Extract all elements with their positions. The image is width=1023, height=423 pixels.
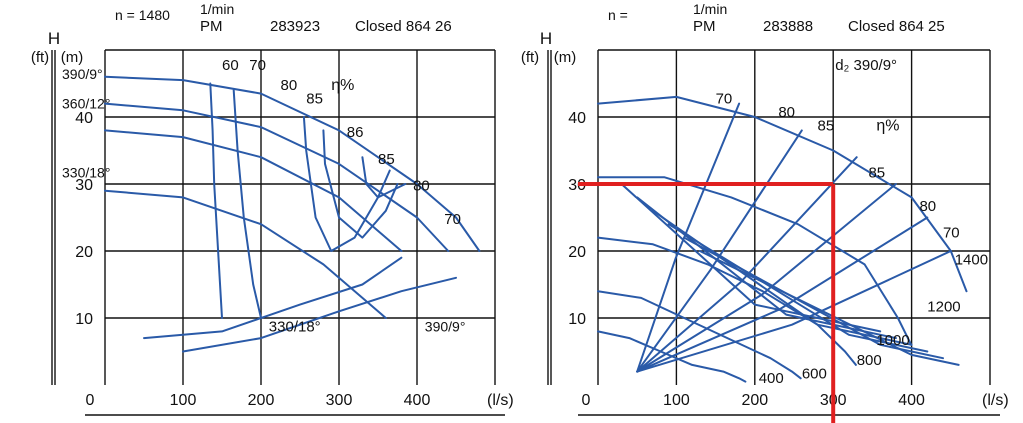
speed-label: n = — [608, 7, 628, 23]
efficiency-label: 80 — [778, 104, 795, 121]
efficiency-ray-3 — [636, 156, 858, 373]
speed-curve-4 — [597, 290, 802, 380]
efficiency-label: 85 — [868, 164, 885, 181]
x-tick-label: 400 — [898, 392, 925, 409]
speed-label: n = 1480 — [115, 7, 170, 23]
efficiency-label: 85 — [378, 151, 395, 168]
min-flow-curve-2 — [182, 276, 457, 353]
speed-label: 1000 — [876, 332, 909, 349]
impeller-label: 360/12° — [62, 95, 110, 111]
y-unit-m: (m) — [61, 49, 84, 66]
speed-curve-3 — [597, 236, 857, 366]
speed-line-5 — [683, 236, 944, 360]
curve-code-label: 283923 — [270, 18, 320, 35]
impeller-label: 390/9° — [425, 318, 466, 334]
efficiency-label: 70 — [943, 225, 960, 242]
efficiency-label: 70 — [249, 57, 266, 74]
x-tick-label: 100 — [170, 392, 197, 409]
speed-label: 400 — [759, 370, 784, 387]
unit-bottom-label: PM — [693, 18, 716, 35]
y-unit-ft: (ft) — [521, 49, 539, 66]
speed-line-6 — [698, 250, 960, 366]
speed-label: 1200 — [927, 298, 960, 315]
x-tick-label: 200 — [248, 392, 275, 409]
speed-curve-5 — [597, 330, 747, 383]
x-axis-label: (l/s) — [982, 392, 1009, 409]
efficiency-ray-6 — [636, 250, 952, 373]
x-tick-label: 400 — [404, 392, 431, 409]
unit-top-label: 1/min — [200, 1, 234, 17]
efficiency-label: 85 — [818, 117, 835, 134]
speed-curve-2 — [597, 176, 913, 346]
efficiency-curve-85 — [322, 129, 399, 239]
efficiency-unit-label: η% — [331, 77, 354, 94]
efficiency-label: 85 — [306, 91, 323, 108]
impeller-curve-3 — [104, 129, 403, 252]
y-unit-ft: (ft) — [31, 49, 49, 66]
efficiency-ray-1 — [636, 102, 741, 373]
y-tick-label: 20 — [75, 244, 93, 261]
curves — [104, 75, 481, 353]
efficiency-label: 70 — [716, 91, 733, 108]
min-flow-curve-1 — [143, 256, 403, 340]
efficiency-label: 70 — [444, 211, 461, 228]
impeller-curve-4 — [104, 189, 387, 319]
y-tick-label: 30 — [75, 177, 93, 194]
impeller-label: 390/9° — [62, 66, 103, 82]
efficiency-label: 60 — [222, 57, 239, 74]
x-tick-label: 200 — [741, 392, 768, 409]
d2-label: d₂ 390/9° — [835, 57, 897, 74]
efficiency-label: 80 — [413, 178, 430, 195]
impeller-curve-2 — [104, 102, 450, 252]
origin-label: 0 — [86, 392, 95, 409]
y-axis-letter: H — [540, 29, 552, 48]
y-tick-label: 10 — [75, 311, 93, 328]
impeller-curve-1 — [104, 75, 481, 252]
y-axis-letter: H — [48, 29, 60, 48]
y-tick-label: 40 — [75, 110, 93, 127]
efficiency-label: 80 — [919, 198, 936, 215]
curves — [597, 95, 968, 383]
efficiency-ray-2 — [636, 129, 803, 373]
efficiency-curve-86 — [361, 156, 391, 199]
efficiency-curve-60 — [209, 82, 223, 319]
impeller-label: 330/18° — [269, 318, 321, 335]
efficiency-unit-label: η% — [876, 117, 899, 134]
y-tick-label: 40 — [568, 110, 586, 127]
y-tick-label: 20 — [568, 244, 586, 261]
speed-label: 1400 — [955, 251, 988, 268]
speed-label: 800 — [857, 352, 882, 369]
x-tick-label: 100 — [663, 392, 690, 409]
efficiency-label: 80 — [281, 77, 298, 94]
mode-label: Closed 864 26 — [355, 18, 452, 35]
efficiency-label: 86 — [347, 124, 364, 141]
y-tick-label: 30 — [568, 177, 586, 194]
y-unit-m: (m) — [554, 49, 577, 66]
y-tick-label: 10 — [568, 311, 586, 328]
mode-label: Closed 864 25 — [848, 18, 945, 35]
unit-top-label: 1/min — [693, 1, 727, 17]
curve-code-label: 283888 — [763, 18, 813, 35]
efficiency-curve-70 — [232, 89, 262, 319]
x-axis-label: (l/s) — [487, 392, 514, 409]
origin-label: 0 — [582, 392, 591, 409]
speed-label: 600 — [802, 365, 827, 382]
x-tick-label: 300 — [326, 392, 353, 409]
unit-bottom-label: PM — [200, 18, 223, 35]
impeller-label: 330/18° — [62, 164, 110, 180]
